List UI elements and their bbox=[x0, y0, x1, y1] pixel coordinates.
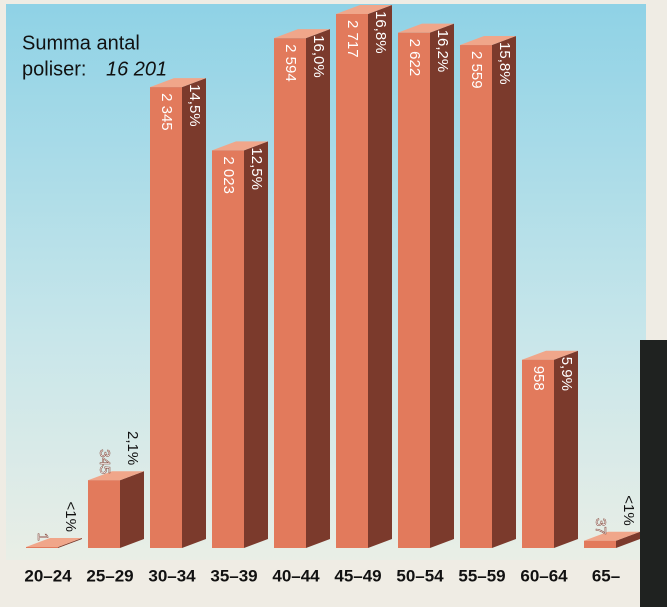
bar bbox=[150, 87, 182, 548]
x-tick-label: 30–34 bbox=[148, 566, 196, 585]
value-label: 2 622 bbox=[406, 39, 423, 77]
x-tick-label: 50–54 bbox=[396, 566, 444, 585]
value-label: 37 bbox=[592, 518, 609, 535]
value-label: 1 bbox=[34, 533, 51, 541]
percent-label: 2,1% bbox=[124, 431, 141, 465]
percent-label: <1% bbox=[62, 502, 79, 532]
bar-side bbox=[182, 78, 206, 548]
x-tick-label: 20–24 bbox=[24, 566, 72, 585]
bar-side bbox=[368, 5, 392, 548]
bar bbox=[212, 150, 244, 548]
x-tick-label: 65– bbox=[592, 566, 620, 585]
bar bbox=[460, 45, 492, 548]
value-label: 2 559 bbox=[468, 51, 485, 89]
bar bbox=[584, 541, 616, 548]
bar bbox=[26, 547, 58, 548]
x-tick-label: 35–39 bbox=[210, 566, 257, 585]
bar-side bbox=[492, 36, 516, 548]
percent-label: 5,9% bbox=[558, 357, 575, 391]
x-tick-label: 40–44 bbox=[272, 566, 320, 585]
edge bbox=[640, 340, 667, 607]
bar bbox=[398, 33, 430, 548]
percent-label: 12,5% bbox=[248, 147, 265, 190]
x-tick-label: 25–29 bbox=[86, 566, 133, 585]
bar bbox=[336, 14, 368, 548]
bar bbox=[88, 480, 120, 548]
title-line: Summa antal bbox=[22, 32, 140, 54]
bar bbox=[274, 38, 306, 548]
percent-label: 15,8% bbox=[496, 42, 513, 85]
percent-label: 16,8% bbox=[372, 11, 389, 54]
chart: Summa antal poliser: 16 201 1 <1% 20–24 345… bbox=[0, 0, 667, 607]
bar-side bbox=[430, 24, 454, 548]
percent-label: 14,5% bbox=[186, 84, 203, 127]
value-label: 2 023 bbox=[220, 156, 237, 194]
percent-label: 16,0% bbox=[310, 35, 327, 78]
bar-side bbox=[306, 29, 330, 548]
value-label: 2 717 bbox=[344, 20, 361, 58]
percent-label: <1% bbox=[620, 495, 637, 525]
bar-side bbox=[120, 471, 144, 548]
x-tick-label: 60–64 bbox=[520, 566, 568, 585]
total: 16 201 bbox=[106, 58, 167, 80]
value-label: 958 bbox=[530, 366, 547, 391]
percent-label: 16,2% bbox=[434, 30, 451, 73]
value-label: 2 345 bbox=[158, 93, 175, 131]
value-label: 2 594 bbox=[282, 44, 299, 82]
title-line: poliser: bbox=[22, 58, 86, 80]
x-tick-label: 45–49 bbox=[334, 566, 381, 585]
bar-side bbox=[244, 141, 268, 548]
x-tick-label: 55–59 bbox=[458, 566, 505, 585]
page: Summa antal poliser: 16 201 1 <1% 20–24 345… bbox=[0, 0, 667, 607]
value-label: 345 bbox=[96, 449, 113, 474]
